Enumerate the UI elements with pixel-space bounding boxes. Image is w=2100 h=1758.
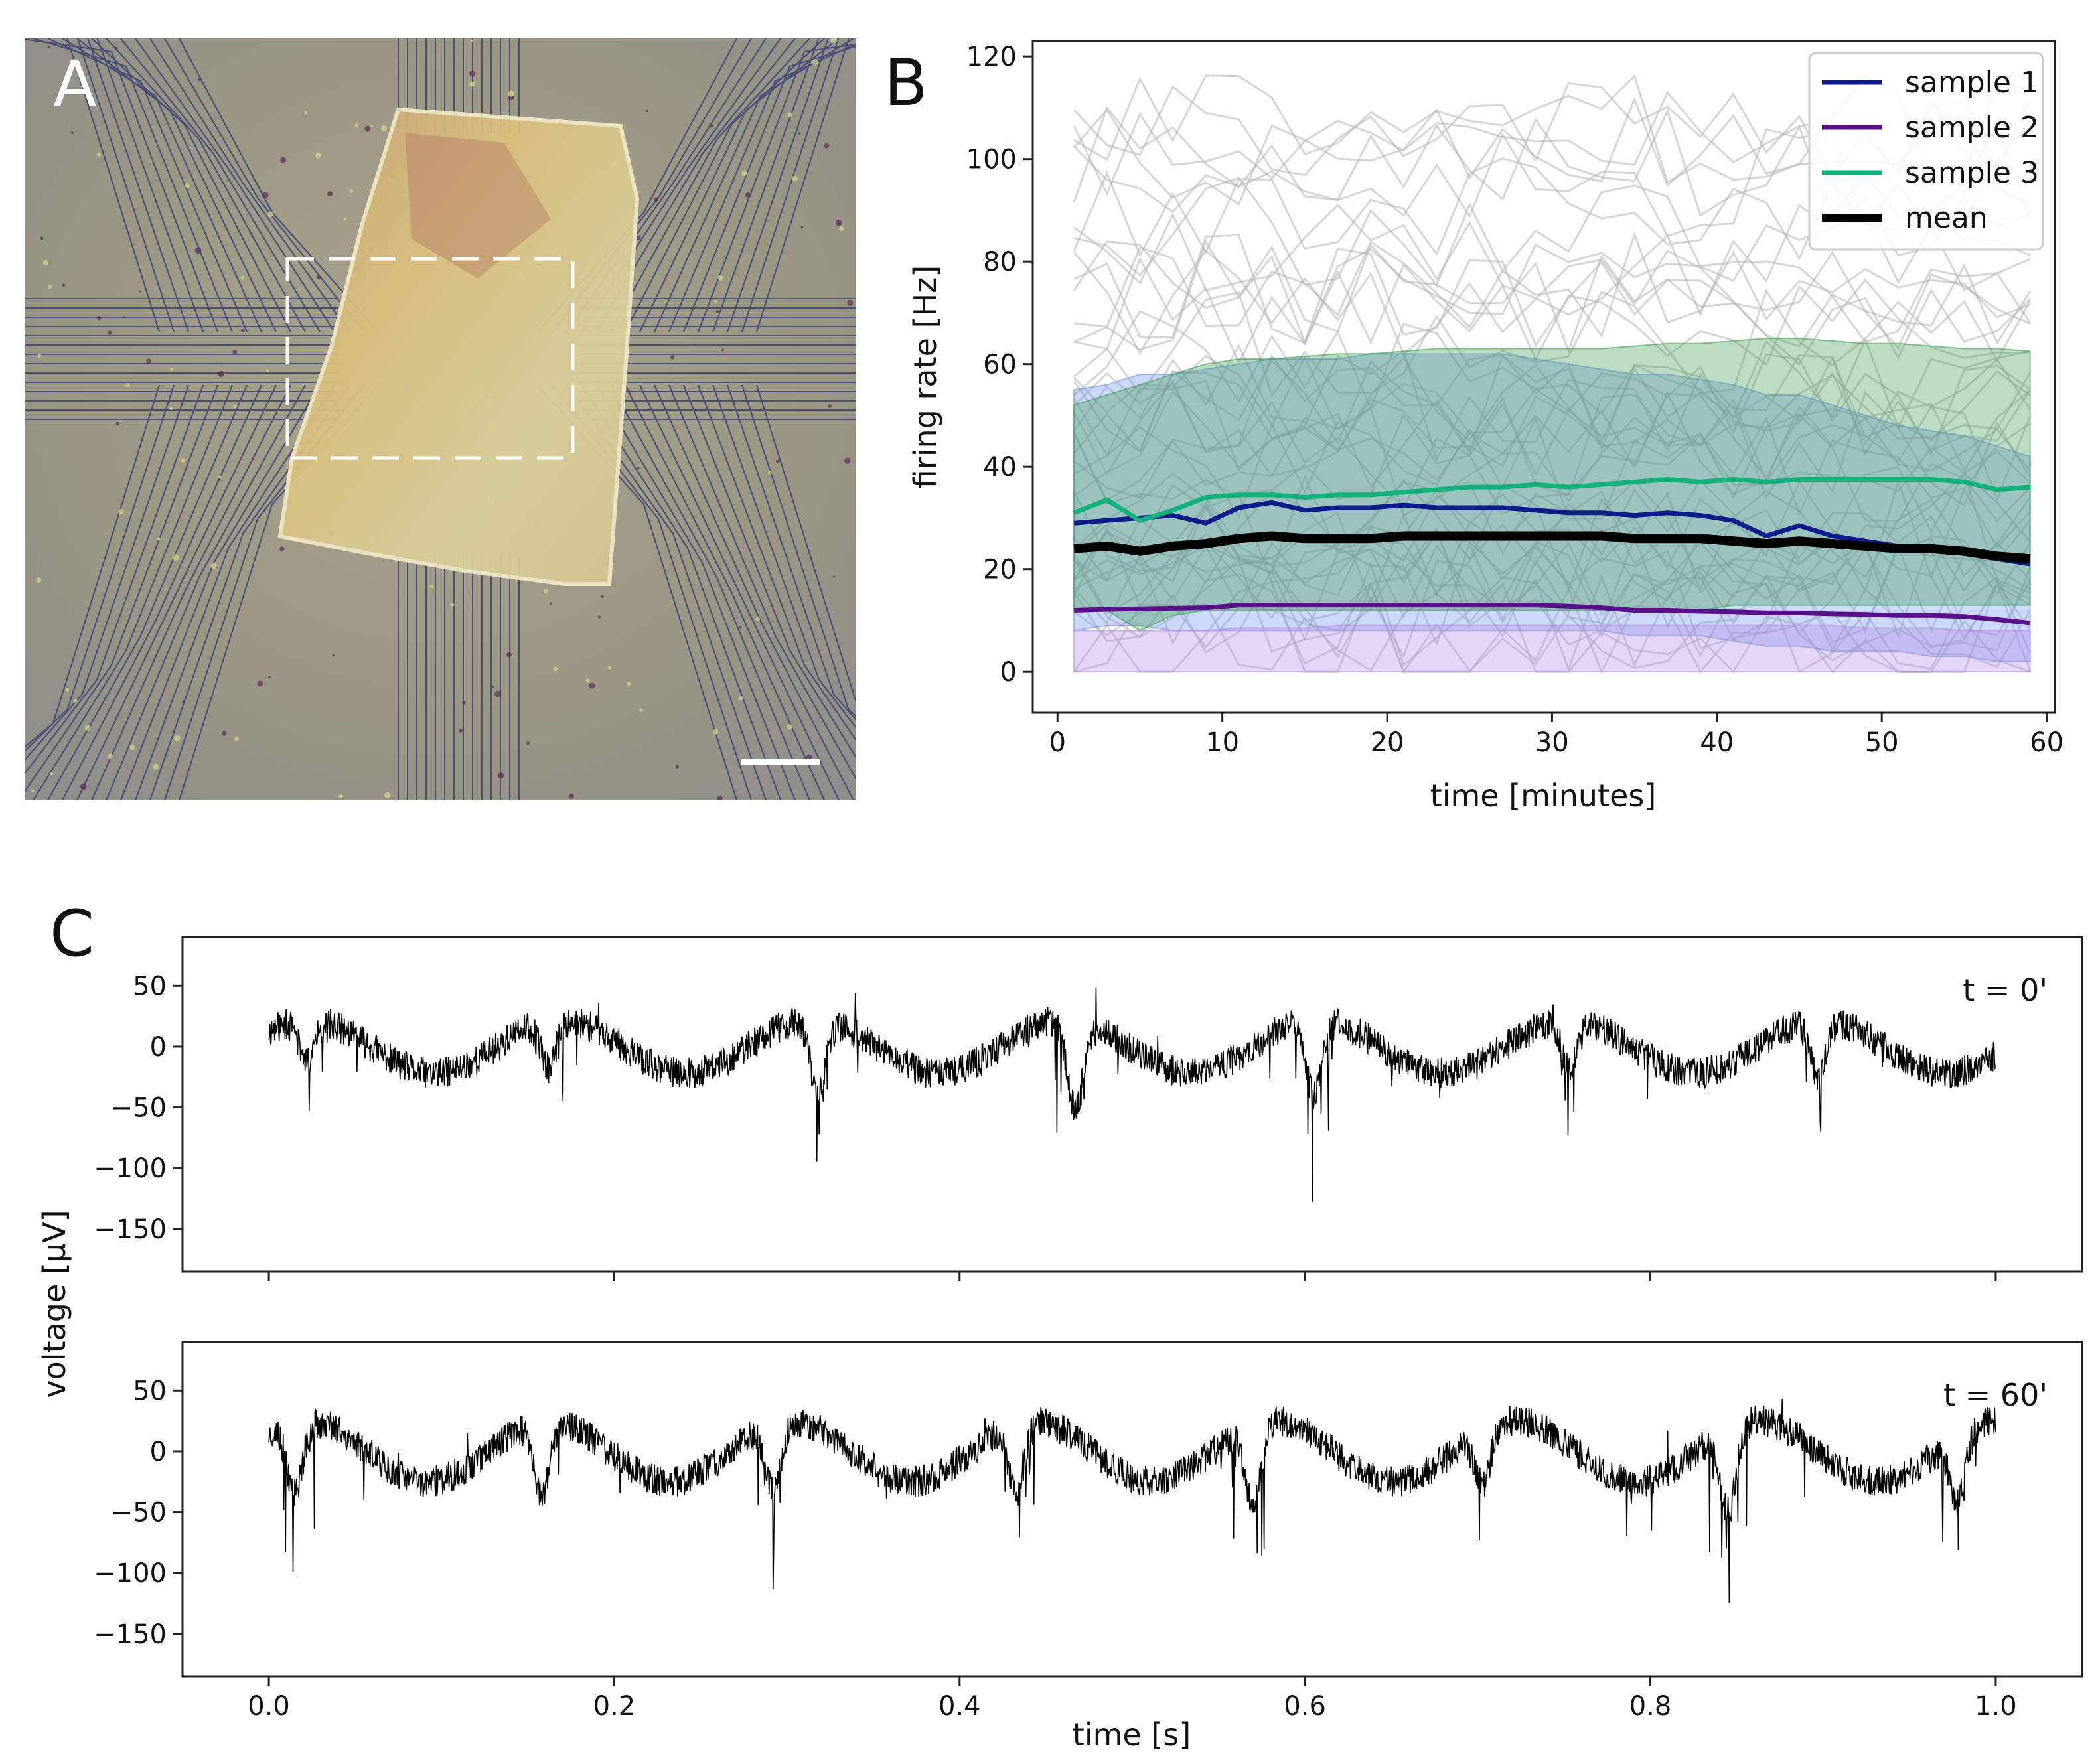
individual-trace: [1073, 573, 2032, 674]
x-tick-label: 40: [1700, 727, 1734, 758]
voltage-trace-t0: [268, 987, 1996, 1202]
x-tick-label: 0.6: [1284, 1691, 1326, 1721]
x-tick-label: 0: [1049, 727, 1066, 758]
x-tick-label: 0.2: [593, 1691, 636, 1721]
y-tick-label: 40: [983, 452, 1017, 482]
individual-trace: [1073, 240, 2031, 354]
panel-letter-c: C: [50, 897, 94, 971]
y-tick-label: −50: [111, 1498, 167, 1528]
legend: sample 1 sample 2 sample 3 mean: [1808, 52, 2044, 251]
series-line-sample-2: [1073, 603, 2031, 626]
individual-trace: [1073, 343, 2031, 453]
series-lines: [1073, 477, 2031, 626]
x-axis-ticks-t60: 0.0 0.2 0.4 0.6 0.8 1.0: [248, 1676, 2017, 1721]
std-band-sample-2: [1073, 624, 2031, 673]
series-line-sample-1: [1073, 500, 2031, 567]
individual-trace: [1073, 288, 2032, 398]
y-tick-label: 100: [966, 145, 1017, 175]
legend-label-sample-1: sample 1: [1905, 66, 2039, 100]
region-of-interest-box: [285, 257, 575, 460]
plot-frame: [1031, 40, 2056, 714]
individual-trace: [1073, 557, 2032, 673]
individual-trace: [1073, 380, 2031, 496]
panel-letter-a: A: [53, 47, 97, 121]
x-tick-label: 60: [2030, 727, 2063, 758]
y-tick-label: 0: [1000, 657, 1017, 688]
y-tick-label: −100: [94, 1558, 167, 1589]
individual-trace: [1073, 407, 2031, 517]
x-tick-label: 20: [1371, 727, 1404, 758]
plot-frame-t60: [181, 1341, 2083, 1678]
individual-trace: [1073, 249, 2031, 366]
y-tick-label: −100: [94, 1153, 167, 1184]
legend-box: [1808, 52, 2044, 251]
legend-label-mean: mean: [1905, 201, 1988, 235]
tissue-dark-region: [405, 133, 551, 279]
y-axis-label-c: voltage [µV]: [37, 1210, 72, 1398]
individual-trace: [1073, 390, 2031, 508]
individual-trace: [1073, 475, 2031, 594]
individual-trace: [1073, 239, 2031, 351]
std-bands: [1073, 338, 2031, 673]
y-tick-label: 0: [150, 1437, 167, 1467]
plot-frame-t0: [181, 936, 2083, 1273]
x-axis-ticks-t0: [267, 1272, 1997, 1281]
y-tick-label: 50: [133, 971, 167, 1001]
y-axis-ticks-t60: 50 0 −50 −100 −150: [94, 1376, 183, 1650]
x-tick-label: 1.0: [1975, 1691, 2017, 1721]
individual-trace: [1073, 353, 2031, 457]
y-axis-label: firing rate [Hz]: [907, 265, 943, 488]
legend-label-sample-3: sample 3: [1905, 156, 2039, 190]
y-tick-label: 0: [150, 1032, 167, 1062]
y-tick-label: 80: [983, 247, 1017, 277]
x-tick-label: 10: [1205, 727, 1239, 758]
series-line-sample-3: [1073, 477, 2030, 523]
individual-traces: [1073, 74, 2032, 674]
individual-trace: [1073, 379, 2031, 479]
y-tick-label: −150: [94, 1214, 167, 1245]
individual-trace: [1073, 256, 2030, 366]
trace-title-t0: t = 0': [1963, 972, 2048, 1008]
y-tick-label: −50: [111, 1093, 167, 1124]
x-tick-label: 0.0: [248, 1691, 290, 1721]
legend-label-sample-2: sample 2: [1905, 111, 2039, 145]
y-axis-ticks: 0 20 40 60 80 100 120: [966, 42, 1033, 688]
trace-title-t60: t = 60': [1943, 1377, 2048, 1413]
y-tick-label: −150: [94, 1619, 167, 1650]
panel-a-microscope-image: A: [25, 38, 856, 800]
individual-trace: [1073, 234, 2031, 344]
y-tick-label: 50: [133, 1376, 167, 1406]
panel-b-firing-rate-chart: 0 10 20 30 40 50 60 0 20 40 60 80 100 120 time [minu…: [907, 40, 2063, 814]
y-tick-label: 60: [983, 350, 1017, 380]
y-axis-ticks-t0: 50 0 −50 −100 −150: [94, 971, 183, 1245]
series-line-mean: [1073, 531, 2031, 564]
panel-letter-b: B: [884, 46, 928, 120]
panel-c-trace-t60: 0.0 0.2 0.4 0.6 0.8 1.0 50 0 −50 −100 −150 t = 60…: [94, 1341, 2083, 1753]
x-axis-label-c: time [s]: [1073, 1717, 1191, 1753]
individual-trace: [1073, 231, 2031, 338]
x-tick-label: 0.8: [1629, 1691, 1672, 1721]
x-tick-label: 50: [1865, 727, 1899, 758]
individual-trace: [1073, 581, 2031, 674]
x-axis-label: time [minutes]: [1430, 778, 1657, 814]
x-axis-ticks: 0 10 20 30 40 50 60: [1049, 713, 2063, 758]
y-tick-label: 20: [983, 555, 1017, 585]
y-tick-label: 120: [966, 42, 1017, 72]
panel-c-trace-t0: 50 0 −50 −100 −150 t = 0': [94, 936, 2083, 1281]
tissue-slice: [277, 107, 640, 586]
individual-trace: [1073, 349, 2031, 462]
x-tick-label: 30: [1535, 727, 1569, 758]
x-tick-label: 0.4: [938, 1691, 981, 1721]
individual-trace: [1073, 354, 2031, 455]
individual-trace: [1073, 490, 2031, 606]
voltage-trace-t60: [268, 1399, 1996, 1603]
